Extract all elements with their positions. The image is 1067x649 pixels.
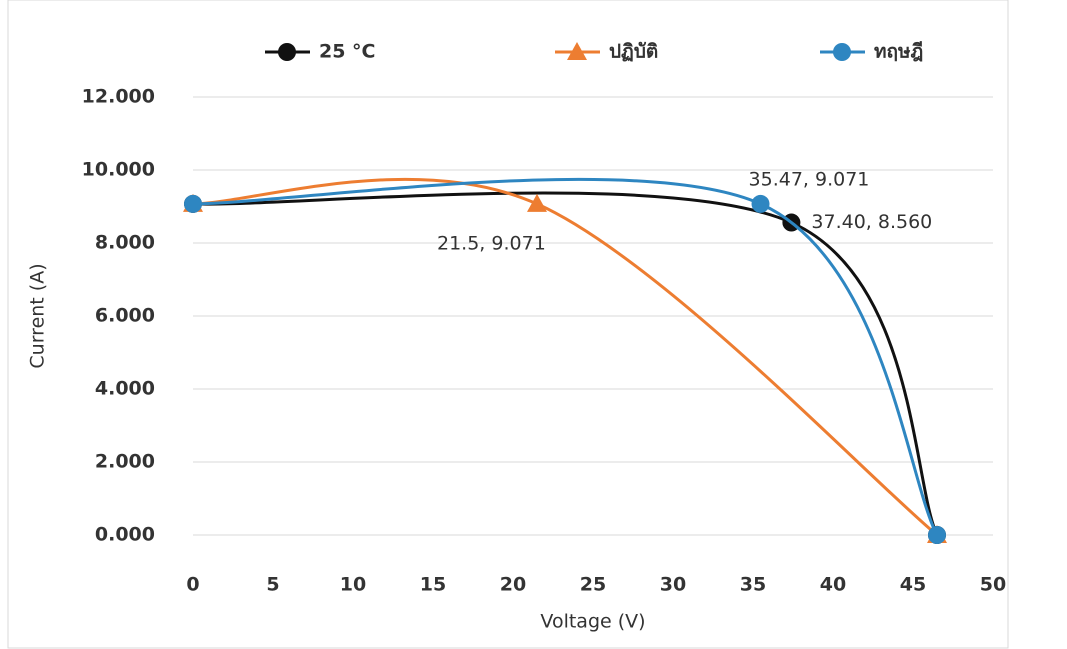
y-tick-label: 12.000 bbox=[82, 86, 155, 108]
x-tick-label: 0 bbox=[186, 574, 199, 596]
y-tick-label: 10.000 bbox=[82, 159, 155, 181]
y-axis-title: Current (A) bbox=[27, 263, 49, 368]
point bbox=[928, 526, 946, 544]
x-tick-label: 10 bbox=[340, 574, 366, 596]
y-tick-label: 0.000 bbox=[95, 524, 155, 546]
point bbox=[527, 193, 547, 212]
x-tick-label: 15 bbox=[420, 574, 446, 596]
chart-border bbox=[7, 0, 1009, 649]
data-label: 37.40, 8.560 bbox=[811, 211, 932, 233]
point bbox=[751, 194, 770, 213]
y-tick-label: 2.000 bbox=[95, 451, 155, 473]
y-tick-label: 6.000 bbox=[95, 305, 155, 327]
x-tick-label: 5 bbox=[266, 574, 279, 596]
x-tick-label: 25 bbox=[580, 574, 606, 596]
x-tick-label: 40 bbox=[820, 574, 846, 596]
legend-label: 25 °C bbox=[319, 41, 376, 63]
y-tick-label: 8.000 bbox=[95, 232, 155, 254]
x-tick-label: 20 bbox=[500, 574, 526, 596]
legend-marker bbox=[833, 43, 851, 61]
series-line bbox=[192, 177, 939, 536]
data-label: 35.47, 9.071 bbox=[749, 168, 870, 190]
x-axis-title: Voltage (V) bbox=[540, 611, 645, 633]
legend-marker bbox=[278, 43, 296, 61]
data-label: 21.5, 9.071 bbox=[437, 232, 546, 254]
x-tick-label: 35 bbox=[740, 574, 766, 596]
point bbox=[184, 194, 202, 213]
x-tick-label: 30 bbox=[660, 574, 686, 596]
legend-label: ทฤษฎี bbox=[874, 41, 923, 63]
legend-label: ปฏิบัติ bbox=[609, 41, 658, 63]
series-line bbox=[192, 191, 939, 536]
y-tick-label: 4.000 bbox=[95, 378, 155, 400]
x-tick-label: 50 bbox=[980, 574, 1006, 596]
x-tick-label: 45 bbox=[900, 574, 926, 596]
legend-marker bbox=[567, 42, 587, 60]
series-line bbox=[192, 177, 938, 537]
